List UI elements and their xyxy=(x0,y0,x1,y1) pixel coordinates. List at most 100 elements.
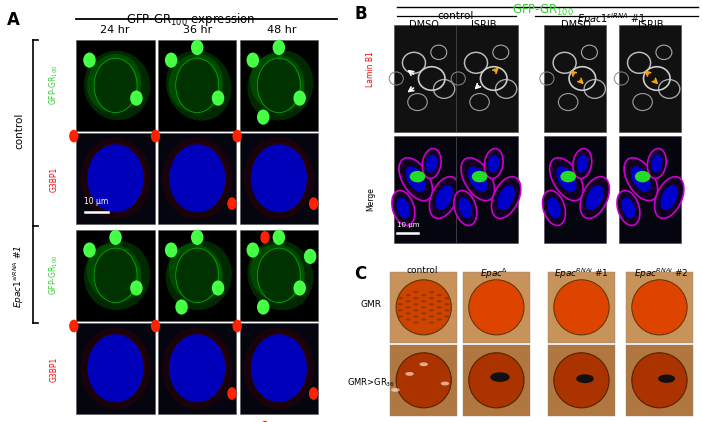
Text: GMR: GMR xyxy=(360,300,381,309)
Circle shape xyxy=(191,230,204,245)
Ellipse shape xyxy=(69,319,79,333)
Bar xyxy=(625,345,693,416)
Ellipse shape xyxy=(468,166,488,192)
Circle shape xyxy=(437,294,442,296)
Ellipse shape xyxy=(87,334,144,402)
Ellipse shape xyxy=(151,319,160,333)
Ellipse shape xyxy=(94,248,137,303)
Text: 10 μm: 10 μm xyxy=(84,197,108,206)
Circle shape xyxy=(429,322,434,324)
Ellipse shape xyxy=(576,374,594,383)
Ellipse shape xyxy=(633,281,687,334)
Text: $\it{Epac1}$$^{siRNA}$ #1: $\it{Epac1}$$^{siRNA}$ #1 xyxy=(577,11,646,27)
Bar xyxy=(390,345,458,416)
Circle shape xyxy=(212,90,225,106)
Text: 36 hr: 36 hr xyxy=(183,25,213,35)
Text: C: C xyxy=(355,265,367,283)
Ellipse shape xyxy=(422,149,441,179)
Circle shape xyxy=(165,242,178,257)
Ellipse shape xyxy=(166,241,232,310)
Text: ISRIB: ISRIB xyxy=(471,20,497,30)
Bar xyxy=(158,230,237,321)
Text: $Epac1^{siRNA}$ #1: $Epac1^{siRNA}$ #1 xyxy=(12,245,26,308)
Circle shape xyxy=(293,90,306,106)
Ellipse shape xyxy=(168,54,223,112)
Text: A: A xyxy=(7,11,20,29)
Bar xyxy=(240,40,318,131)
Circle shape xyxy=(420,362,428,366)
Circle shape xyxy=(421,312,426,314)
Text: GMR>GR$_{36}$: GMR>GR$_{36}$ xyxy=(347,376,395,389)
Bar xyxy=(544,25,607,132)
Ellipse shape xyxy=(469,280,524,335)
Circle shape xyxy=(212,280,225,295)
Ellipse shape xyxy=(406,166,426,192)
Ellipse shape xyxy=(435,185,453,210)
Ellipse shape xyxy=(251,334,307,402)
Ellipse shape xyxy=(624,158,658,201)
Text: control: control xyxy=(437,11,474,21)
Text: B: B xyxy=(355,5,367,23)
Circle shape xyxy=(84,52,95,68)
Circle shape xyxy=(444,297,449,299)
Circle shape xyxy=(437,306,442,308)
Circle shape xyxy=(421,319,426,321)
Text: 48 hr: 48 hr xyxy=(267,25,296,35)
Bar xyxy=(77,323,154,414)
Circle shape xyxy=(272,230,285,245)
Text: DMSO: DMSO xyxy=(561,20,591,30)
Bar xyxy=(394,136,456,243)
Circle shape xyxy=(406,312,411,314)
Circle shape xyxy=(441,381,449,385)
Bar xyxy=(544,136,607,243)
Ellipse shape xyxy=(169,334,225,402)
Ellipse shape xyxy=(258,248,300,303)
Bar xyxy=(158,133,237,224)
Circle shape xyxy=(560,171,576,182)
Circle shape xyxy=(391,388,399,392)
Circle shape xyxy=(421,294,426,296)
Ellipse shape xyxy=(396,280,451,335)
Ellipse shape xyxy=(260,231,270,244)
Text: G3BP1: G3BP1 xyxy=(49,357,58,382)
Ellipse shape xyxy=(557,166,576,192)
Bar xyxy=(77,133,154,224)
Bar xyxy=(456,25,517,132)
Bar xyxy=(463,272,530,343)
Bar xyxy=(618,136,681,243)
Ellipse shape xyxy=(458,197,472,219)
Ellipse shape xyxy=(397,197,410,219)
Ellipse shape xyxy=(550,158,583,201)
Bar xyxy=(158,40,237,131)
Bar xyxy=(548,272,615,343)
Ellipse shape xyxy=(87,144,144,212)
Ellipse shape xyxy=(95,252,141,302)
Text: GFP-GR$_{100}$: GFP-GR$_{100}$ xyxy=(512,3,574,18)
Ellipse shape xyxy=(576,154,588,173)
Circle shape xyxy=(304,249,317,264)
Ellipse shape xyxy=(168,243,223,302)
Circle shape xyxy=(635,171,651,182)
Circle shape xyxy=(413,303,418,306)
Circle shape xyxy=(437,312,442,314)
Circle shape xyxy=(413,297,418,299)
Ellipse shape xyxy=(169,333,228,400)
Circle shape xyxy=(398,303,403,306)
Ellipse shape xyxy=(247,51,313,120)
Ellipse shape xyxy=(543,190,566,225)
Circle shape xyxy=(293,280,306,295)
Circle shape xyxy=(110,230,121,245)
Ellipse shape xyxy=(497,185,515,210)
Bar xyxy=(158,323,237,414)
Ellipse shape xyxy=(454,190,477,225)
Ellipse shape xyxy=(87,244,141,301)
Ellipse shape xyxy=(554,353,609,408)
Ellipse shape xyxy=(251,333,310,400)
Circle shape xyxy=(257,109,270,124)
Circle shape xyxy=(398,297,403,299)
Bar xyxy=(394,25,456,132)
Ellipse shape xyxy=(651,154,663,173)
Ellipse shape xyxy=(658,375,675,383)
Ellipse shape xyxy=(176,58,219,113)
Ellipse shape xyxy=(426,154,437,173)
